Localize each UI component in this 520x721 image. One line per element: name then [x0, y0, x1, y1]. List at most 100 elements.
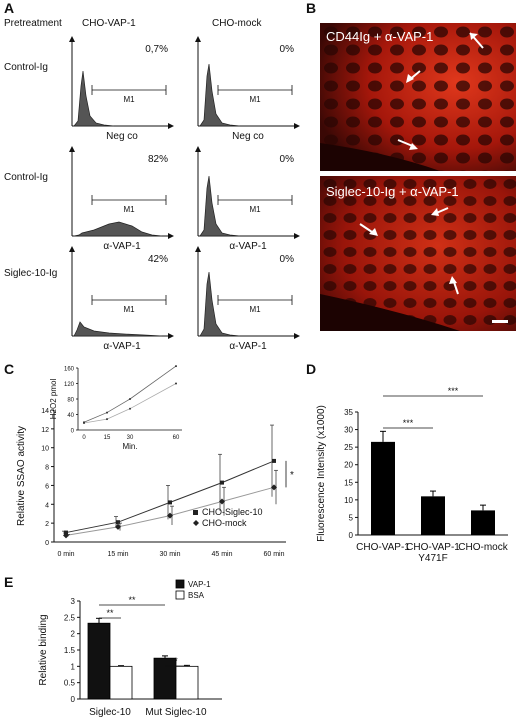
data-point [116, 520, 120, 525]
x-tick-label: CHO-VAP-1 [406, 542, 460, 553]
x-tick-label: Mut Siglec-10 [145, 707, 207, 718]
y-tick-label: 3 [71, 597, 76, 606]
micrograph-top-image [320, 23, 516, 171]
inset-data-point [106, 418, 108, 421]
data-point [115, 523, 121, 530]
data-point [272, 458, 276, 463]
inset-x-tick-label: 30 [127, 435, 134, 441]
histogram-percent: 0% [280, 44, 295, 55]
inset-data-point [106, 411, 108, 414]
micrograph-label: CD44Ig + α-VAP-1 [326, 29, 434, 44]
histogram: M1 0% α-VAP-1 [195, 146, 300, 252]
panel-label-e: E [4, 574, 14, 590]
gate-label: M1 [123, 205, 135, 214]
x-tick-label: Siglec-10 [89, 707, 131, 718]
gate-label: M1 [249, 95, 261, 104]
y-tick-label: 1 [71, 662, 76, 671]
x-tick-label: Y471F [418, 553, 447, 564]
histogram-xlabel: α-VAP-1 [229, 341, 267, 352]
panel-label-b: B [306, 0, 317, 16]
y-tick-label: 4 [45, 502, 49, 509]
y-tick-label: 6 [45, 483, 49, 490]
legend-swatch [175, 590, 185, 600]
histogram-distribution [73, 70, 115, 127]
histogram-distribution [199, 63, 241, 127]
x-tick-label: CHO-mock [458, 542, 508, 553]
y-tick-label: 2 [71, 630, 76, 639]
histogram-percent: 42% [148, 254, 168, 265]
significance-marker: *** [448, 386, 459, 396]
axis-arrow [294, 233, 300, 239]
y-axis-label: Relative SSAO activity [16, 426, 27, 526]
row-label: Control-Ig [4, 62, 48, 73]
histogram-xlabel: Neg co [232, 131, 264, 142]
x-tick-label: 15 min [107, 551, 128, 558]
histogram-xlabel: α-VAP-1 [103, 241, 141, 252]
chart-d: 0 5 10 15 20 25 30 35 Fluorescence Intensity (x1… [316, 386, 509, 564]
inset-x-tick-label: 0 [82, 435, 86, 441]
axis-arrow [195, 146, 201, 152]
y-tick-label: 30 [344, 426, 353, 435]
panel-label-d: D [306, 361, 317, 377]
y-tick-label: 1.5 [64, 646, 76, 655]
histogram: M1 0% α-VAP-1 [195, 246, 300, 352]
inset-y-axis-label: H2O2 pmol [49, 379, 58, 420]
pretreatment-label: Pretreatment [4, 18, 62, 29]
inset-x-axis-label: Min. [122, 442, 137, 451]
inset-y-tick-label: 0 [71, 429, 75, 435]
inset-data-point [175, 382, 177, 385]
histogram: M1 0,7% Neg co [69, 36, 174, 142]
axis-arrow [294, 333, 300, 339]
significance-marker: ** [128, 595, 136, 605]
y-tick-label: 0.5 [64, 679, 76, 688]
y-tick-label: 0 [45, 540, 49, 547]
histogram-grid: M1 0,7% Neg co M1 0% Neg co M1 82% α-VAP-1 M1 0% α-… [69, 36, 300, 352]
histogram-distribution [199, 271, 241, 337]
inset-y-tick-label: 80 [67, 398, 74, 404]
significance-marker: *** [403, 418, 414, 428]
bar [175, 665, 199, 700]
histogram-distribution [199, 175, 241, 237]
column-header: CHO-VAP-1 [82, 18, 136, 29]
inset-data-point [83, 422, 85, 425]
y-tick-label: 25 [344, 443, 353, 452]
panel-label-c: C [4, 361, 15, 377]
axis-arrow [195, 246, 201, 252]
histogram: M1 82% α-VAP-1 [69, 146, 174, 252]
legend-label: CHO-mock [202, 518, 247, 528]
histogram-percent: 0% [280, 154, 295, 165]
axis-arrow [168, 233, 174, 239]
histogram-percent: 82% [148, 154, 168, 165]
row-label: Siglec-10-Ig [4, 268, 58, 279]
row-label: Control-Ig [4, 172, 48, 183]
inset-data-point [129, 398, 131, 400]
y-tick-label: 0 [71, 695, 76, 704]
y-tick-label: 5 [349, 513, 354, 522]
data-point [220, 480, 224, 485]
bar [153, 657, 177, 700]
significance-marker: * [174, 656, 178, 666]
inset-data-point [175, 365, 177, 368]
axis-arrow [69, 36, 75, 42]
column-header: CHO-mock [212, 18, 262, 29]
legend-marker [193, 510, 198, 515]
bar [421, 496, 445, 535]
legend-swatch [175, 579, 185, 589]
inset-y-tick-label: 160 [64, 367, 75, 373]
histogram-xlabel: α-VAP-1 [229, 241, 267, 252]
inset-y-tick-label: 40 [67, 413, 74, 419]
histogram-xlabel: Neg co [106, 131, 138, 142]
histogram-percent: 0,7% [145, 44, 168, 55]
inset-x-tick-label: 15 [104, 435, 111, 441]
y-tick-label: 10 [41, 446, 49, 453]
inset-series-line [83, 365, 177, 423]
gate-label: M1 [123, 305, 135, 314]
data-point [167, 512, 173, 519]
panel-label-a: A [4, 0, 15, 16]
y-tick-label: 14 [41, 408, 49, 415]
axis-arrow [168, 123, 174, 129]
histogram-distribution [73, 221, 163, 237]
axis-arrow [69, 246, 75, 252]
x-tick-label: 60 min [263, 551, 284, 558]
micrograph-label: Siglec-10-Ig + α-VAP-1 [326, 184, 459, 199]
